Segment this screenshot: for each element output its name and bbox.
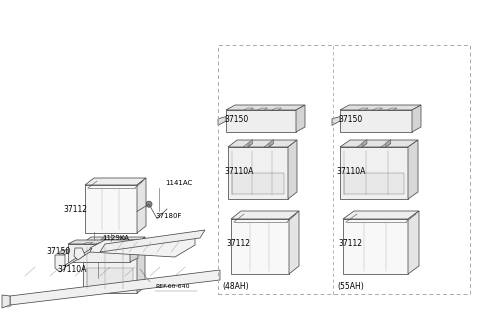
Text: 37112: 37112 bbox=[63, 204, 87, 214]
Polygon shape bbox=[244, 108, 253, 110]
Polygon shape bbox=[412, 105, 421, 132]
Text: (55AH): (55AH) bbox=[337, 281, 364, 291]
Polygon shape bbox=[55, 255, 65, 272]
Polygon shape bbox=[228, 140, 297, 147]
Polygon shape bbox=[120, 236, 124, 243]
Circle shape bbox=[277, 117, 284, 125]
Polygon shape bbox=[231, 211, 299, 219]
Polygon shape bbox=[226, 105, 305, 110]
Polygon shape bbox=[226, 110, 296, 132]
Polygon shape bbox=[387, 108, 397, 110]
Circle shape bbox=[77, 250, 84, 256]
Polygon shape bbox=[386, 139, 391, 147]
Polygon shape bbox=[343, 211, 419, 219]
Polygon shape bbox=[243, 144, 252, 147]
Text: 37150: 37150 bbox=[338, 115, 362, 125]
Circle shape bbox=[113, 250, 120, 256]
Polygon shape bbox=[90, 235, 195, 257]
Polygon shape bbox=[130, 240, 138, 262]
Polygon shape bbox=[340, 140, 418, 147]
Polygon shape bbox=[272, 108, 282, 110]
Polygon shape bbox=[68, 240, 138, 244]
Polygon shape bbox=[100, 230, 205, 252]
Polygon shape bbox=[115, 240, 124, 243]
Text: 37180F: 37180F bbox=[155, 213, 181, 219]
Polygon shape bbox=[340, 105, 421, 110]
Polygon shape bbox=[408, 211, 419, 274]
Polygon shape bbox=[269, 139, 274, 147]
Polygon shape bbox=[344, 173, 404, 194]
Polygon shape bbox=[10, 270, 220, 305]
Text: (48AH): (48AH) bbox=[222, 281, 249, 291]
Text: 37112: 37112 bbox=[338, 239, 362, 249]
Polygon shape bbox=[101, 236, 106, 243]
Polygon shape bbox=[289, 211, 299, 274]
Polygon shape bbox=[359, 108, 368, 110]
Text: 37150: 37150 bbox=[224, 115, 248, 125]
Text: 37110A: 37110A bbox=[224, 167, 253, 175]
Polygon shape bbox=[74, 248, 85, 260]
Polygon shape bbox=[96, 242, 105, 244]
Polygon shape bbox=[60, 249, 68, 256]
Polygon shape bbox=[108, 242, 118, 244]
Polygon shape bbox=[332, 116, 340, 125]
Polygon shape bbox=[83, 243, 137, 293]
Polygon shape bbox=[248, 139, 252, 147]
Polygon shape bbox=[68, 244, 130, 262]
Bar bbox=[218, 45, 470, 294]
Polygon shape bbox=[343, 219, 408, 274]
Text: REF.60-640: REF.60-640 bbox=[155, 284, 190, 290]
Polygon shape bbox=[340, 147, 408, 199]
Text: 37112: 37112 bbox=[226, 239, 250, 249]
Polygon shape bbox=[264, 144, 274, 147]
Polygon shape bbox=[408, 140, 418, 199]
Polygon shape bbox=[85, 178, 146, 185]
Polygon shape bbox=[87, 268, 133, 288]
Polygon shape bbox=[137, 237, 145, 293]
Circle shape bbox=[96, 250, 103, 256]
Polygon shape bbox=[373, 108, 383, 110]
Polygon shape bbox=[2, 295, 10, 308]
Polygon shape bbox=[362, 139, 367, 147]
Polygon shape bbox=[228, 147, 288, 199]
Circle shape bbox=[257, 117, 264, 125]
Circle shape bbox=[372, 117, 380, 125]
Polygon shape bbox=[288, 140, 297, 199]
Polygon shape bbox=[296, 105, 305, 132]
Polygon shape bbox=[357, 144, 367, 147]
Circle shape bbox=[4, 299, 12, 307]
Text: 37110A: 37110A bbox=[57, 264, 86, 274]
Text: 37150: 37150 bbox=[46, 247, 70, 256]
Text: 1129KA: 1129KA bbox=[102, 235, 129, 241]
Text: 37110A: 37110A bbox=[336, 167, 365, 175]
Polygon shape bbox=[381, 144, 391, 147]
Polygon shape bbox=[83, 237, 145, 243]
Polygon shape bbox=[85, 185, 137, 233]
Polygon shape bbox=[231, 219, 289, 274]
Polygon shape bbox=[258, 108, 268, 110]
Polygon shape bbox=[137, 178, 146, 233]
Polygon shape bbox=[218, 116, 226, 125]
Circle shape bbox=[146, 201, 152, 207]
Polygon shape bbox=[96, 240, 106, 243]
Polygon shape bbox=[84, 242, 93, 244]
Polygon shape bbox=[232, 173, 284, 194]
Polygon shape bbox=[340, 110, 412, 132]
Polygon shape bbox=[60, 248, 92, 270]
Circle shape bbox=[351, 117, 358, 125]
Circle shape bbox=[393, 117, 400, 125]
Text: 1141AC: 1141AC bbox=[165, 180, 192, 186]
Circle shape bbox=[237, 117, 243, 125]
